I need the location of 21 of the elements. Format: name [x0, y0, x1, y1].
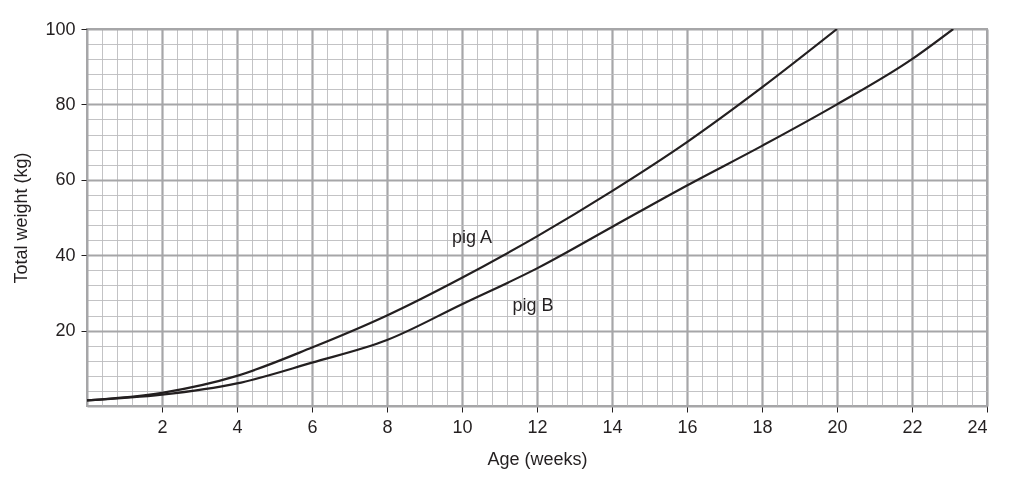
x-tick-label: 6: [307, 416, 318, 437]
x-tick-label: 16: [677, 416, 698, 437]
y-tick-label: 40: [55, 244, 76, 265]
x-tick-label: 10: [452, 416, 473, 437]
y-tick-label: 60: [55, 169, 76, 190]
x-tick-label: 2: [157, 416, 168, 437]
y-tick-label: 20: [55, 320, 76, 341]
x-tick-label: 4: [232, 416, 243, 437]
x-tick-label: 20: [827, 416, 848, 437]
y-tick-label: 80: [55, 93, 76, 114]
x-tick-label: 12: [527, 416, 548, 437]
x-tick-label: 24: [967, 416, 988, 437]
series-label: pig A: [451, 226, 493, 247]
x-tick-label: 22: [902, 416, 923, 437]
y-axis-title: Total weight (kg): [11, 152, 32, 284]
series-label: pig B: [512, 295, 554, 316]
x-tick-label: 8: [382, 416, 393, 437]
x-tick-label: 18: [752, 416, 773, 437]
x-tick-label: 14: [602, 416, 623, 437]
y-tick-label: 100: [45, 18, 76, 39]
x-axis-title: Age (weeks): [487, 448, 588, 469]
